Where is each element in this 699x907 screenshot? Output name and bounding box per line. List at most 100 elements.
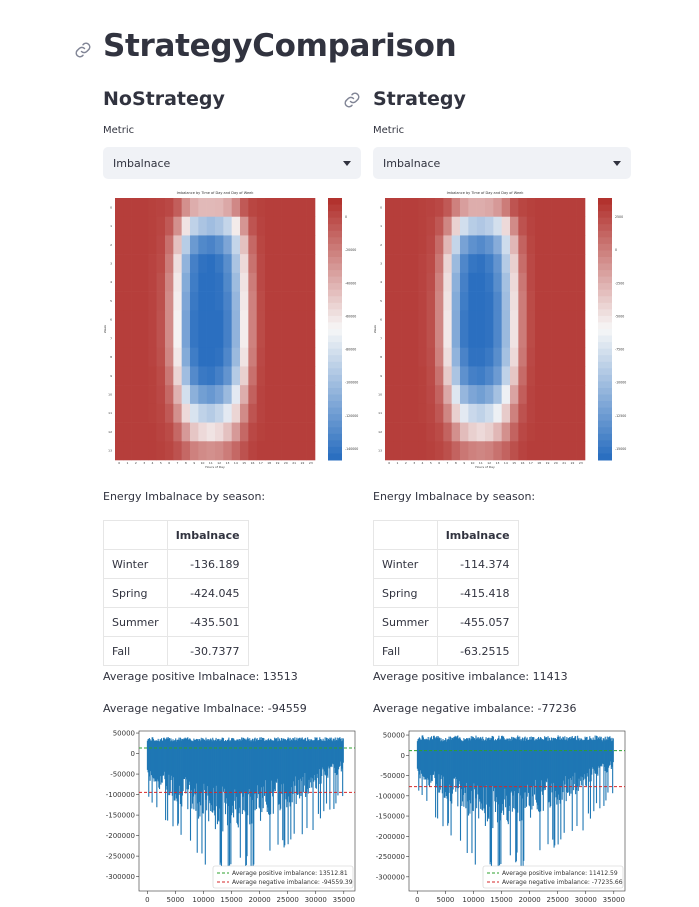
heatmap-x-tick: 23 — [579, 461, 583, 465]
heatmap-x-tick: 3 — [413, 461, 415, 465]
heatmap-cell — [526, 254, 536, 274]
heatmap-cell — [265, 403, 274, 423]
heatmap-cell — [156, 216, 166, 236]
heatmap-cell — [281, 366, 291, 386]
heatmap-cell — [410, 254, 419, 274]
metric-select[interactable]: Imbalnace — [103, 147, 361, 179]
heatmap-cell — [426, 291, 436, 311]
heatmap-cell — [485, 347, 494, 367]
colorbar-segment — [328, 315, 342, 323]
colorbar-segment — [328, 453, 342, 461]
heatmap-cell — [223, 216, 232, 236]
heatmap-cell — [206, 347, 216, 367]
heatmap-cell — [385, 254, 394, 274]
heatmap-cell — [223, 366, 232, 386]
heatmap-cell — [551, 216, 561, 236]
heatmap-cell — [165, 254, 174, 274]
heatmap-cell — [551, 385, 561, 405]
heatmap-cell — [435, 310, 444, 330]
heatmap-cell — [485, 310, 494, 330]
heatmap-cell — [248, 216, 257, 236]
heatmap-cell — [273, 403, 282, 423]
heatmap-cell — [476, 441, 486, 461]
heatmap-cell — [543, 403, 552, 423]
heatmap-cell — [385, 291, 394, 311]
heatmap-cell — [510, 422, 519, 442]
heatmap-cell — [526, 329, 536, 349]
heatmap-cell — [560, 347, 569, 367]
heatmap-cell — [190, 216, 199, 236]
heatmap-cell — [123, 272, 132, 292]
heatmap-y-tick: 7 — [110, 336, 112, 340]
heatmap-cell — [190, 291, 199, 311]
heatmap-y-tick: 8 — [110, 355, 112, 359]
heatmap-cell — [568, 347, 577, 367]
heatmap-x-tick: 20 — [554, 461, 558, 465]
heatmap-cell — [190, 403, 199, 423]
colorbar-segment — [328, 250, 342, 258]
heatmap-cell — [148, 198, 157, 218]
heatmap-cell — [148, 366, 157, 386]
heatmap-cell — [123, 235, 132, 255]
link-icon[interactable] — [343, 91, 361, 109]
heatmap-cell — [223, 291, 232, 311]
heatmap-y-tick: 0 — [110, 205, 112, 209]
colorbar-segment — [598, 270, 612, 278]
colorbar-segment — [328, 276, 342, 284]
heatmap-cell — [281, 441, 291, 461]
heatmap-cell — [281, 291, 291, 311]
heatmap-cell — [123, 422, 132, 442]
colorbar-segment — [328, 322, 342, 330]
heatmap-cell — [560, 403, 569, 423]
heatmap-cell — [248, 422, 257, 442]
heatmap-cell — [510, 329, 519, 349]
heatmap-cell — [443, 291, 452, 311]
heatmap-cell — [443, 329, 452, 349]
heatmap-cell — [401, 291, 411, 311]
heatmap-cell — [148, 235, 157, 255]
heatmap-cell — [290, 272, 299, 292]
heatmap-cell — [535, 329, 544, 349]
colorbar-tick: -40000 — [345, 281, 356, 285]
heatmap-cell — [148, 272, 157, 292]
link-icon[interactable] — [74, 41, 92, 59]
heatmap-cell — [501, 329, 511, 349]
heatmap-cell — [410, 235, 419, 255]
table-header-imbalance: Imbalnace — [436, 520, 519, 550]
x-tick-label: 35000 — [603, 896, 625, 904]
heatmap-cell — [543, 235, 552, 255]
y-tick-label: -50000 — [380, 772, 405, 780]
heatmap-cell — [518, 422, 527, 442]
heatmap-cell — [290, 347, 299, 367]
heatmap-y-tick: 11 — [108, 411, 112, 415]
metric-select[interactable]: Imbalnace — [373, 147, 631, 179]
heatmap-cell — [281, 272, 291, 292]
heatmap-cell — [256, 291, 266, 311]
heatmap-cell — [265, 272, 274, 292]
heatmap-cell — [273, 329, 282, 349]
heatmap-cell — [493, 347, 502, 367]
heatmap-cell — [165, 272, 174, 292]
heatmap-cell — [476, 291, 486, 311]
heatmap-cell — [198, 291, 207, 311]
heatmap-x-tick: 7 — [447, 461, 449, 465]
colorbar-segment — [328, 368, 342, 376]
heatmap-cell — [543, 441, 552, 461]
heatmap-x-tick: 10 — [201, 461, 205, 465]
heatmap-cell — [526, 198, 536, 218]
heatmap-cell — [426, 329, 436, 349]
table-row: Spring -415.418 — [373, 578, 519, 608]
heatmap-cell — [393, 291, 402, 311]
heatmap-cell — [393, 441, 402, 461]
heatmap-cell — [468, 403, 477, 423]
title-link-anchor[interactable] — [74, 30, 92, 70]
heatmap-cell — [451, 403, 461, 423]
colorbar-segment — [598, 387, 612, 395]
x-tick-label: 25000 — [547, 896, 569, 904]
colorbar-segment — [328, 230, 342, 238]
colorbar-segment — [598, 368, 612, 376]
heatmap-cell — [298, 254, 307, 274]
colorbar-segment — [598, 433, 612, 441]
heatmap-cell — [526, 366, 536, 386]
colorbar-segment — [598, 283, 612, 291]
